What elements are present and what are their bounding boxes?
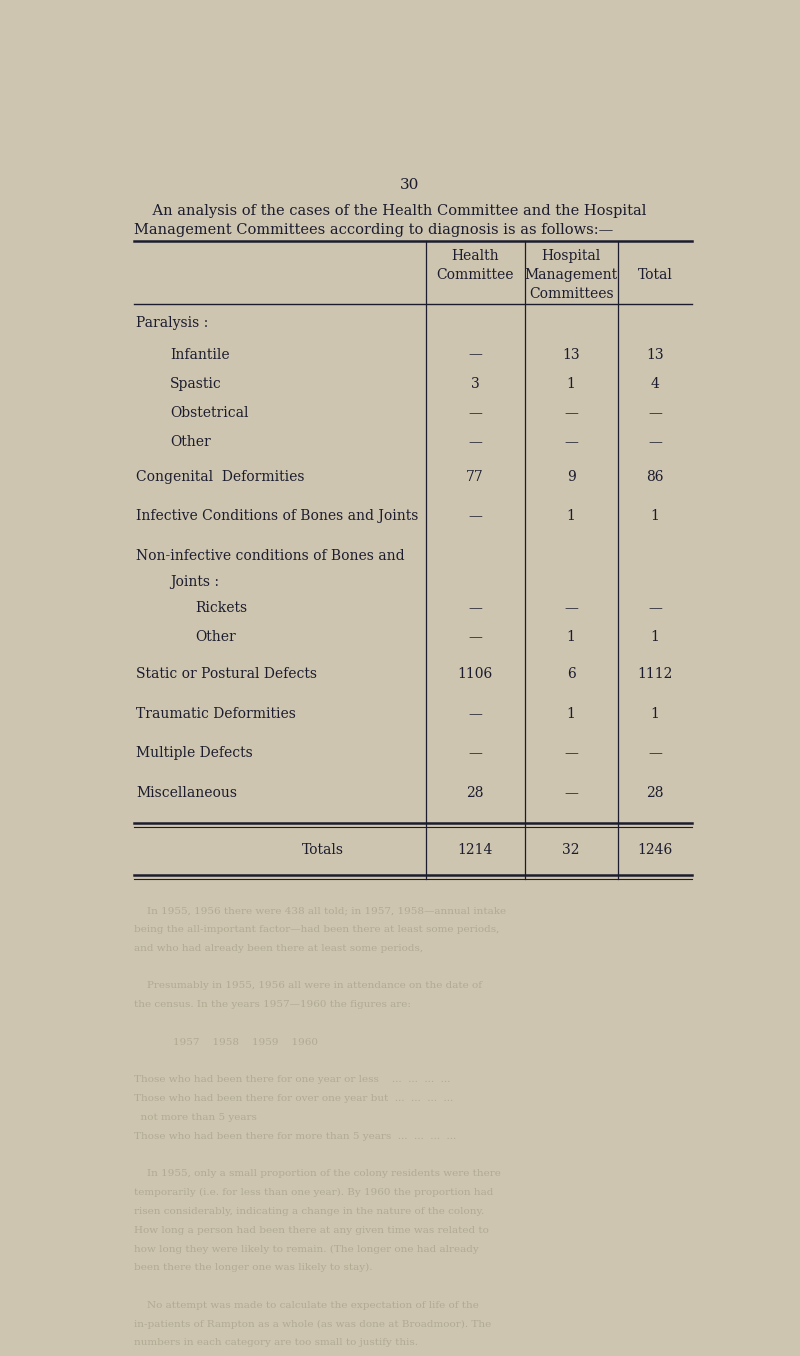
Text: 1: 1 <box>650 510 659 523</box>
Text: —: — <box>468 706 482 720</box>
Text: 86: 86 <box>646 469 664 484</box>
Text: Presumably in 1955, 1956 all were in attendance on the date of: Presumably in 1955, 1956 all were in att… <box>134 982 482 990</box>
Text: how long they were likely to remain. (The longer one had already: how long they were likely to remain. (Th… <box>134 1245 479 1253</box>
Text: 28: 28 <box>646 786 664 800</box>
Text: in-patients of Rampton as a whole (as was done at Broadmoor). The: in-patients of Rampton as a whole (as wa… <box>134 1319 491 1329</box>
Text: 13: 13 <box>646 347 664 362</box>
Text: —: — <box>648 435 662 449</box>
Text: not more than 5 years: not more than 5 years <box>134 1113 257 1121</box>
Text: Miscellaneous: Miscellaneous <box>136 786 237 800</box>
Text: Traumatic Deformities: Traumatic Deformities <box>136 706 296 720</box>
Text: temporarily (i.e. for less than one year). By 1960 the proportion had: temporarily (i.e. for less than one year… <box>134 1188 494 1197</box>
Text: Those who had been there for more than 5 years  ...  ...  ...  ...: Those who had been there for more than 5… <box>134 1132 456 1140</box>
Text: —: — <box>564 601 578 616</box>
Text: Total: Total <box>638 268 672 282</box>
Text: Static or Postural Defects: Static or Postural Defects <box>136 667 317 681</box>
Text: 30: 30 <box>400 179 420 193</box>
Text: Other: Other <box>195 631 236 644</box>
Text: 1112: 1112 <box>638 667 673 681</box>
Text: Committee: Committee <box>436 268 514 282</box>
Text: being the all-important factor—had been there at least some periods,: being the all-important factor—had been … <box>134 925 499 934</box>
Text: 13: 13 <box>562 347 580 362</box>
Text: 1: 1 <box>566 706 576 720</box>
Text: Joints :: Joints : <box>170 575 219 589</box>
Text: 6: 6 <box>567 667 575 681</box>
Text: Non-infective conditions of Bones and: Non-infective conditions of Bones and <box>136 549 405 563</box>
Text: —: — <box>564 786 578 800</box>
Text: Those who had been there for over one year but  ...  ...  ...  ...: Those who had been there for over one ye… <box>134 1094 454 1102</box>
Text: Infective Conditions of Bones and Joints: Infective Conditions of Bones and Joints <box>136 510 418 523</box>
Text: Other: Other <box>170 435 211 449</box>
Text: Obstetrical: Obstetrical <box>170 405 249 420</box>
Text: —: — <box>468 510 482 523</box>
Text: 1106: 1106 <box>458 667 493 681</box>
Text: 77: 77 <box>466 469 484 484</box>
Text: —: — <box>468 746 482 761</box>
Text: the census. In the years 1957—1960 the figures are:: the census. In the years 1957—1960 the f… <box>134 1001 411 1009</box>
Text: —: — <box>648 746 662 761</box>
Text: 1: 1 <box>650 706 659 720</box>
Text: Management: Management <box>525 268 618 282</box>
Text: Infantile: Infantile <box>170 347 230 362</box>
Text: 1214: 1214 <box>458 843 493 857</box>
Text: —: — <box>564 746 578 761</box>
Text: —: — <box>648 601 662 616</box>
Text: —: — <box>564 405 578 420</box>
Text: risen considerably, indicating a change in the nature of the colony.: risen considerably, indicating a change … <box>134 1207 484 1216</box>
Text: 1957    1958    1959    1960: 1957 1958 1959 1960 <box>134 1037 318 1047</box>
Text: Hospital: Hospital <box>542 250 601 263</box>
Text: Congenital  Deformities: Congenital Deformities <box>136 469 305 484</box>
Text: 1246: 1246 <box>638 843 673 857</box>
Text: How long a person had been there at any given time was related to: How long a person had been there at any … <box>134 1226 489 1234</box>
Text: Committees: Committees <box>529 287 614 301</box>
Text: 3: 3 <box>470 377 479 391</box>
Text: 4: 4 <box>650 377 659 391</box>
Text: —: — <box>468 601 482 616</box>
Text: In 1955, 1956 there were 438 all told; in 1957, 1958—annual intake: In 1955, 1956 there were 438 all told; i… <box>134 906 506 915</box>
Text: been there the longer one was likely to stay).: been there the longer one was likely to … <box>134 1264 373 1272</box>
Text: 1: 1 <box>566 377 576 391</box>
Text: 1: 1 <box>566 510 576 523</box>
Text: 1: 1 <box>650 631 659 644</box>
Text: —: — <box>468 435 482 449</box>
Text: Totals: Totals <box>302 843 344 857</box>
Text: 32: 32 <box>562 843 580 857</box>
Text: —: — <box>468 405 482 420</box>
Text: —: — <box>468 347 482 362</box>
Text: —: — <box>468 631 482 644</box>
Text: 9: 9 <box>567 469 575 484</box>
Text: Those who had been there for one year or less    ...  ...  ...  ...: Those who had been there for one year or… <box>134 1075 450 1085</box>
Text: Health: Health <box>451 250 499 263</box>
Text: In 1955, only a small proportion of the colony residents were there: In 1955, only a small proportion of the … <box>134 1169 501 1178</box>
Text: Spastic: Spastic <box>170 377 222 391</box>
Text: —: — <box>564 435 578 449</box>
Text: 1: 1 <box>566 631 576 644</box>
Text: —: — <box>648 405 662 420</box>
Text: Paralysis :: Paralysis : <box>136 316 208 331</box>
Text: numbers in each category are too small to justify this.: numbers in each category are too small t… <box>134 1338 418 1348</box>
Text: 28: 28 <box>466 786 484 800</box>
Text: An analysis of the cases of the Health Committee and the Hospital: An analysis of the cases of the Health C… <box>134 205 646 218</box>
Text: No attempt was made to calculate the expectation of life of the: No attempt was made to calculate the exp… <box>134 1300 479 1310</box>
Text: Multiple Defects: Multiple Defects <box>136 746 253 761</box>
Text: and who had already been there at least some periods,: and who had already been there at least … <box>134 944 423 953</box>
Text: Rickets: Rickets <box>195 601 247 616</box>
Text: Management Committees according to diagnosis is as follows:—: Management Committees according to diagn… <box>134 224 614 237</box>
